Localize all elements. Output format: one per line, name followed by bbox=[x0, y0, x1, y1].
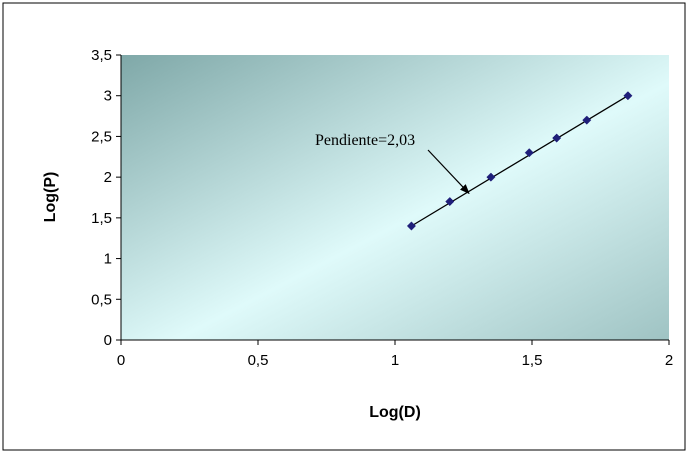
data-point bbox=[524, 148, 534, 158]
data-point bbox=[406, 221, 416, 231]
slope-annotation: Pendiente=2,03 bbox=[315, 132, 415, 149]
annotation-arrow bbox=[427, 149, 470, 195]
data-point bbox=[445, 197, 455, 207]
data-point bbox=[582, 115, 592, 125]
trendline bbox=[411, 95, 629, 227]
x-axis-title: Log(D) bbox=[369, 404, 421, 421]
y-tick-label: 0,5 bbox=[91, 291, 112, 308]
data-point bbox=[486, 172, 496, 182]
x-ticks: 0 0,5 1 1,5 2 bbox=[117, 340, 673, 369]
y-ticks: 0 0,5 1 1,5 2 2,5 3 3,5 bbox=[91, 47, 121, 349]
y-tick-label: 1 bbox=[104, 251, 112, 268]
y-tick-label: 2 bbox=[104, 169, 112, 186]
data-point bbox=[623, 91, 633, 101]
y-tick-label: 0 bbox=[104, 332, 112, 349]
y-tick-label: 3 bbox=[104, 88, 112, 105]
x-tick-label: 1 bbox=[391, 352, 399, 369]
x-tick-label: 1,5 bbox=[522, 352, 543, 369]
x-tick-label: 0,5 bbox=[248, 352, 269, 369]
y-tick-label: 3,5 bbox=[91, 47, 112, 64]
y-tick-label: 1,5 bbox=[91, 210, 112, 227]
plot-area bbox=[121, 55, 669, 340]
y-tick-label: 2,5 bbox=[91, 128, 112, 145]
y-axis-title: Log(P) bbox=[42, 172, 59, 223]
trendline-layer bbox=[411, 95, 629, 227]
x-tick-label: 2 bbox=[665, 352, 673, 369]
x-tick-label: 0 bbox=[117, 352, 125, 369]
data-points bbox=[406, 91, 633, 231]
data-point bbox=[552, 133, 562, 143]
